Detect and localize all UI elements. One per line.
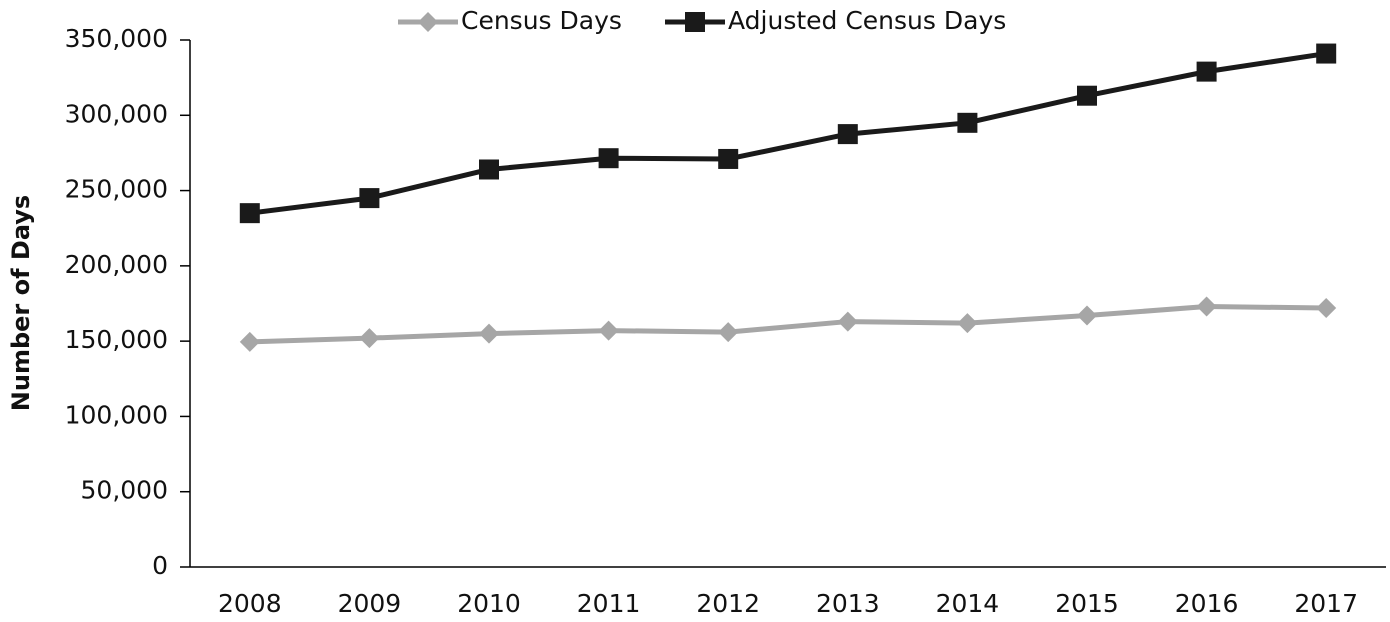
x-tick-label: 2017 [1294,589,1358,618]
x-tick-label: 2010 [457,589,521,618]
point [1077,305,1097,326]
legend-marker [685,12,705,32]
point [598,320,619,341]
point [837,124,858,145]
legend-label: Adjusted Census Days [728,6,1006,35]
point [239,203,260,224]
x-tick-label: 2011 [577,589,641,618]
point [837,311,858,332]
legend-marker [418,12,438,32]
point [1316,298,1337,319]
y-tick-label: 50,000 [81,476,168,505]
y-axis-label: Number of Days [7,195,35,411]
point [1196,296,1217,317]
point [718,322,739,343]
point [239,331,260,352]
y-tick-label: 100,000 [65,400,168,429]
x-tick-label: 2008 [218,589,282,618]
x-tick-label: 2016 [1175,589,1239,618]
x-tick-label: 2014 [936,589,1000,618]
x-tick-label: 2012 [696,589,760,618]
point [1077,85,1097,106]
y-tick-label: 0 [152,551,168,580]
y-tick-label: 150,000 [65,325,168,354]
point [598,148,619,169]
x-tick-label: 2015 [1055,589,1119,618]
point [1316,43,1337,64]
point [957,112,978,133]
point [1196,61,1217,82]
series-line [249,51,1327,216]
point [718,148,739,169]
point [957,313,978,334]
x-tick-label: 2013 [816,589,880,618]
x-tick-label: 2009 [338,589,402,618]
y-tick-label: 300,000 [65,99,168,128]
y-tick-label: 200,000 [65,250,168,279]
point [359,328,380,349]
y-tick-label: 250,000 [65,175,168,204]
point [359,188,380,209]
legend-label: Census Days [461,6,622,35]
point [479,159,499,180]
y-tick-label: 350,000 [65,24,168,53]
point [479,323,499,344]
series-line [249,304,1327,345]
